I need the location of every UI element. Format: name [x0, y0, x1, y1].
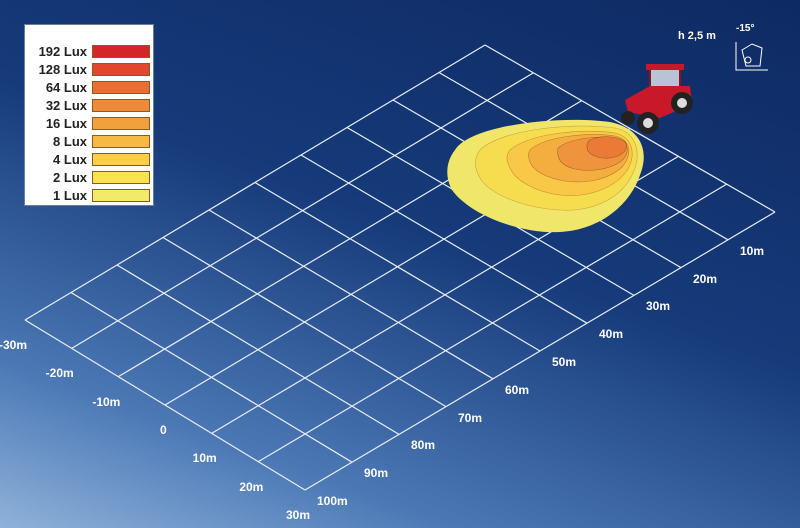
grid-line-distance	[24, 319, 306, 491]
distance-axis-label: 50m	[552, 355, 577, 369]
lateral-axis-label: 30m	[286, 508, 311, 522]
legend-swatch	[92, 62, 150, 76]
mounting-angle-label: -15°	[736, 23, 755, 34]
legend-swatch	[92, 170, 150, 184]
legend-swatch	[92, 80, 150, 94]
lateral-axis-label: -20m	[45, 366, 74, 381]
legend-item: 2 Lux	[25, 168, 153, 186]
legend-label: 128 Lux	[38, 61, 87, 77]
legend-item: 1 Lux	[25, 186, 153, 204]
grid-line-distance	[116, 264, 400, 435]
legend-label: 1 Lux	[53, 187, 87, 203]
lateral-axis-label: 0	[160, 423, 167, 437]
legend-label: 192 Lux	[38, 43, 87, 59]
legend-item: 8 Lux	[25, 132, 153, 150]
legend-swatch	[92, 98, 150, 112]
legend-swatch	[92, 188, 150, 202]
grid-line-distance	[484, 44, 776, 213]
legend-item: 64 Lux	[25, 78, 153, 96]
grid-line-distance	[162, 236, 447, 408]
distance-axis-label: 30m	[646, 299, 671, 314]
grid-line-distance	[300, 154, 588, 324]
lateral-axis-label: -30m	[0, 338, 28, 352]
grid-line-distance	[70, 291, 353, 463]
legend-swatch	[92, 152, 150, 166]
legend-item: 32 Lux	[25, 96, 153, 114]
legend-swatch	[92, 116, 150, 130]
legend-label: 16 Lux	[45, 115, 87, 131]
lateral-axis-label: 20m	[239, 479, 264, 494]
grid-line-distance	[208, 209, 494, 380]
legend-swatch	[92, 44, 150, 58]
legend-label: 2 Lux	[53, 169, 87, 185]
legend-item: 128 Lux	[25, 60, 153, 78]
distance-axis-label: 100m	[317, 494, 348, 508]
legend-label: 32 Lux	[45, 97, 87, 113]
lux-legend: 192 Lux 128 Lux 64 Lux 32 Lux 16 Lux 8 Lux 4 L…	[24, 24, 154, 206]
legend-item: 4 Lux	[25, 150, 153, 168]
isolux-32-lux	[586, 136, 627, 159]
lateral-axis-label: 10m	[192, 451, 217, 466]
distance-axis-label: 20m	[693, 271, 718, 286]
distance-axis-label: 60m	[505, 382, 530, 397]
legend-label: 4 Lux	[53, 151, 87, 167]
legend-item: 192 Lux	[25, 42, 153, 60]
distance-axis-label: 90m	[364, 466, 389, 481]
lateral-axis-label: -10m	[92, 394, 121, 409]
distance-axis-label: 80m	[411, 438, 436, 453]
legend-swatch	[92, 134, 150, 148]
distance-axis-label: 10m	[740, 243, 765, 258]
legend-label: 64 Lux	[45, 79, 87, 95]
distance-axis-label: 70m	[458, 410, 483, 425]
mounting-height-label: h 2,5 m	[678, 30, 716, 42]
legend-label: 8 Lux	[53, 133, 87, 149]
legend-item: 16 Lux	[25, 114, 153, 132]
grid-line-distance	[254, 181, 541, 352]
distance-axis-label: 40m	[599, 327, 624, 342]
